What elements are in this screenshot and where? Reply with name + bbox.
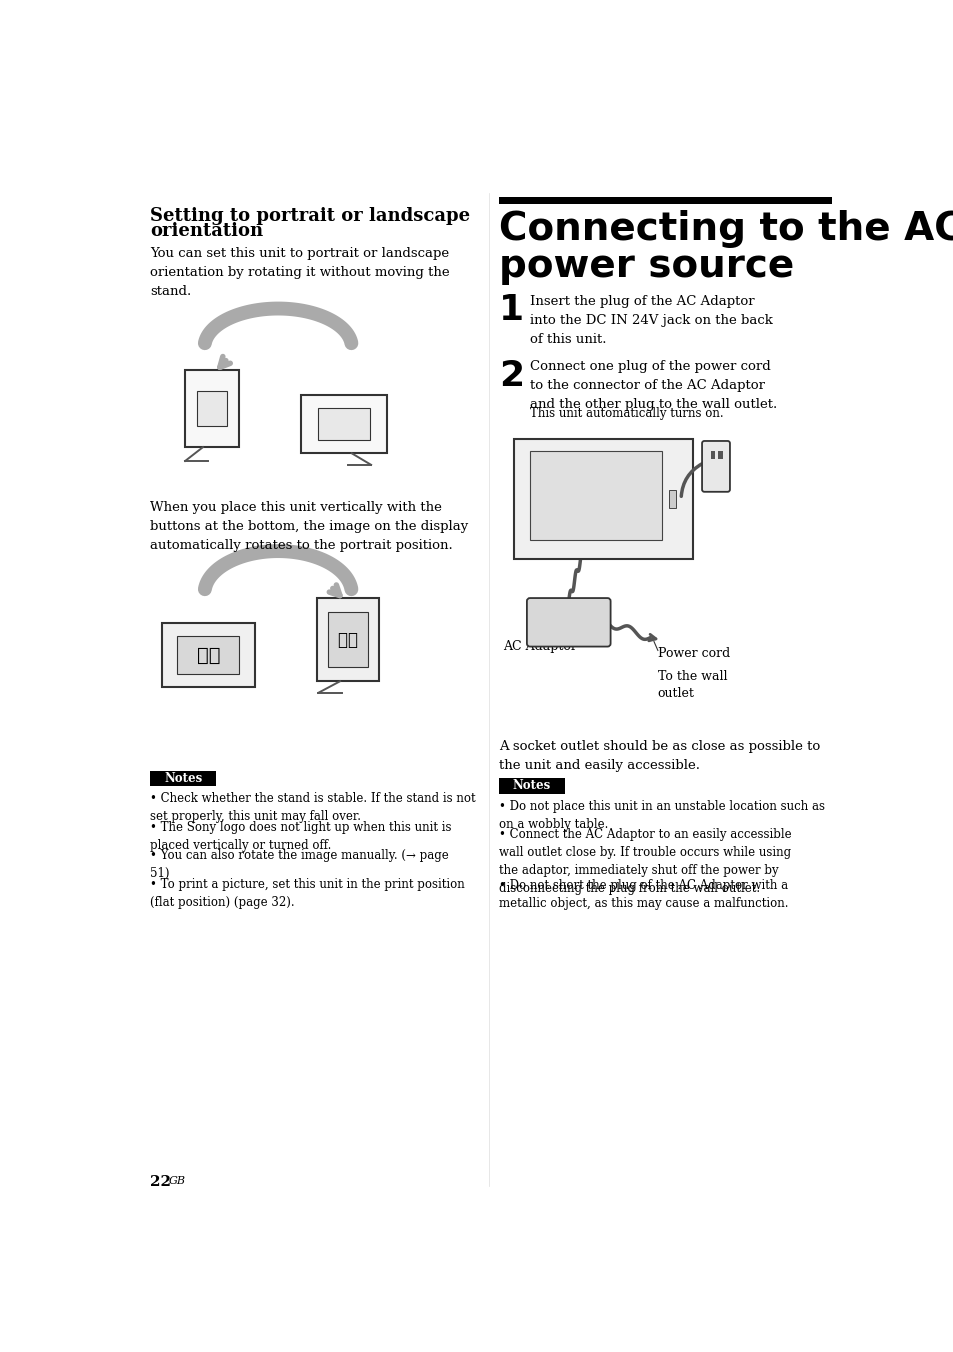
Bar	[150, 771, 216, 786]
Text: power source: power source	[498, 247, 794, 285]
Text: Power cord: Power cord	[658, 648, 729, 660]
Text: When you place this unit vertically with the
buttons at the bottom, the image on: When you place this unit vertically with…	[150, 502, 468, 552]
Text: 1: 1	[498, 293, 523, 327]
Text: You can set this unit to portrait or landscape
orientation by rotating it withou: You can set this unit to portrait or lan…	[150, 247, 450, 297]
Bar	[669, 489, 675, 508]
Text: orientation: orientation	[150, 222, 263, 241]
Text: 2: 2	[498, 358, 523, 392]
Text: • You can also rotate the image manually. (→ page
51): • You can also rotate the image manually…	[150, 849, 449, 880]
Text: • The Sony logo does not light up when this unit is
placed vertically or turned : • The Sony logo does not light up when t…	[150, 821, 452, 852]
Polygon shape	[197, 391, 227, 426]
Text: To the wall
outlet: To the wall outlet	[658, 671, 726, 700]
Text: Setting to portrait or landscape: Setting to portrait or landscape	[150, 207, 470, 224]
Text: 👨‍👦: 👨‍👦	[196, 645, 220, 665]
Text: • To print a picture, set this unit in the print position
(flat position) (page : • To print a picture, set this unit in t…	[150, 877, 464, 909]
Polygon shape	[316, 598, 378, 681]
Text: AC Adaptor: AC Adaptor	[502, 639, 577, 653]
Text: Connect one plug of the power cord
to the connector of the AC Adaptor
and the ot: Connect one plug of the power cord to th…	[530, 360, 777, 411]
Text: GB: GB	[169, 1176, 186, 1186]
Text: Insert the plug of the AC Adaptor
into the DC IN 24V jack on the back
of this un: Insert the plug of the AC Adaptor into t…	[530, 295, 772, 346]
Bar	[530, 452, 661, 539]
Bar	[498, 779, 564, 794]
Polygon shape	[162, 623, 254, 687]
Text: Notes: Notes	[513, 780, 551, 792]
Bar	[718, 452, 722, 458]
Text: • Do not place this unit in an unstable location such as
on a wobbly table.: • Do not place this unit in an unstable …	[498, 800, 824, 830]
Text: A socket outlet should be as close as possible to
the unit and easily accessible: A socket outlet should be as close as po…	[498, 740, 820, 772]
Bar	[710, 452, 715, 458]
Text: • Check whether the stand is stable. If the stand is not
set properly, this unit: • Check whether the stand is stable. If …	[150, 792, 476, 823]
Text: • Connect the AC Adaptor to an easily accessible
wall outlet close by. If troubl: • Connect the AC Adaptor to an easily ac…	[498, 829, 791, 895]
Polygon shape	[185, 370, 239, 448]
Text: Connecting to the AC: Connecting to the AC	[498, 210, 953, 247]
Polygon shape	[301, 395, 386, 453]
FancyBboxPatch shape	[701, 441, 729, 492]
Text: • Do not short the plug of the AC Adaptor with a
metallic object, as this may ca: • Do not short the plug of the AC Adapto…	[498, 879, 788, 910]
Text: 👨‍👦: 👨‍👦	[337, 630, 357, 649]
FancyBboxPatch shape	[526, 598, 610, 646]
Polygon shape	[317, 408, 370, 441]
Polygon shape	[514, 439, 692, 558]
Text: This unit automatically turns on.: This unit automatically turns on.	[530, 407, 723, 420]
Bar	[498, 197, 831, 204]
Text: Notes: Notes	[164, 772, 202, 784]
Polygon shape	[328, 612, 368, 668]
Polygon shape	[177, 635, 239, 675]
Text: 22: 22	[150, 1175, 172, 1188]
